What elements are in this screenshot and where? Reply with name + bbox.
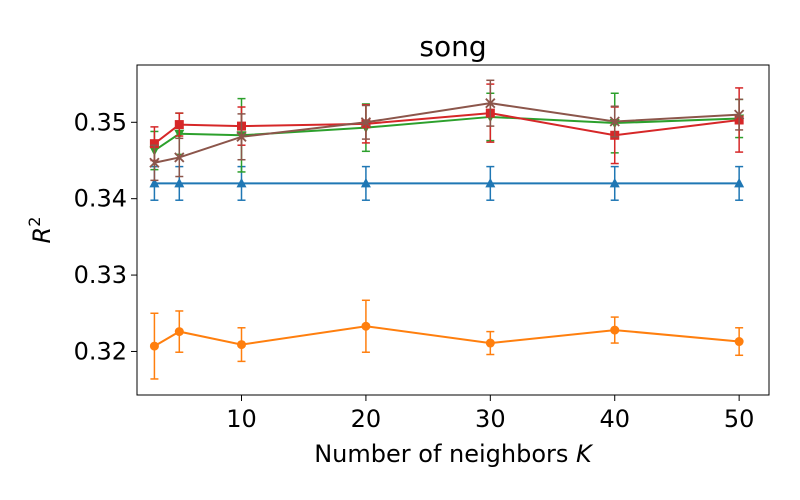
y-axis: 0.32 0.33 0.34 0.35 xyxy=(74,108,137,365)
x-axis: 10 20 30 40 50 xyxy=(226,395,754,433)
data-point xyxy=(610,325,620,335)
data-point xyxy=(360,177,371,188)
y-tick-label: 0.35 xyxy=(74,108,127,136)
series-1 xyxy=(149,165,745,201)
data-point xyxy=(174,177,185,188)
data-point xyxy=(361,321,371,331)
x-tick-label: 10 xyxy=(226,405,257,433)
x-tick-label: 30 xyxy=(475,405,506,433)
x-tick-label: 20 xyxy=(351,405,382,433)
data-point xyxy=(236,177,247,188)
y-axis-label-variable: R xyxy=(28,227,56,244)
data-point xyxy=(174,327,184,337)
data-point xyxy=(485,338,495,348)
y-tick-label: 0.34 xyxy=(74,185,127,213)
x-tick-label: 40 xyxy=(599,405,630,433)
data-point xyxy=(237,340,247,350)
y-tick-label: 0.33 xyxy=(74,261,127,289)
x-axis-label-text: Number of neighbors xyxy=(314,440,576,468)
x-axis-label-variable: K xyxy=(576,440,594,468)
data-point xyxy=(149,341,159,351)
data-point xyxy=(734,109,745,120)
chart-title: song xyxy=(419,30,486,63)
data-point xyxy=(174,152,185,163)
data-point xyxy=(174,120,184,130)
data-point xyxy=(609,177,620,188)
data-point xyxy=(485,177,496,188)
plot-background xyxy=(137,65,769,395)
data-point xyxy=(149,157,160,168)
data-point xyxy=(360,117,372,128)
x-tick-label: 50 xyxy=(724,405,755,433)
x-axis-label: Number of neighbors K xyxy=(314,440,594,468)
y-axis-label: R2 xyxy=(25,217,56,244)
series-layer xyxy=(149,79,745,380)
y-axis-label-superscript: 2 xyxy=(25,217,44,227)
series-2 xyxy=(149,299,744,380)
y-tick-label: 0.32 xyxy=(74,337,127,365)
data-point xyxy=(485,98,496,109)
data-point xyxy=(609,116,620,127)
data-point xyxy=(149,139,159,149)
data-point xyxy=(734,177,745,188)
data-point xyxy=(149,177,160,188)
data-point xyxy=(236,131,247,142)
series-5 xyxy=(149,79,745,182)
plot-frame xyxy=(136,64,770,396)
data-point xyxy=(734,337,744,347)
